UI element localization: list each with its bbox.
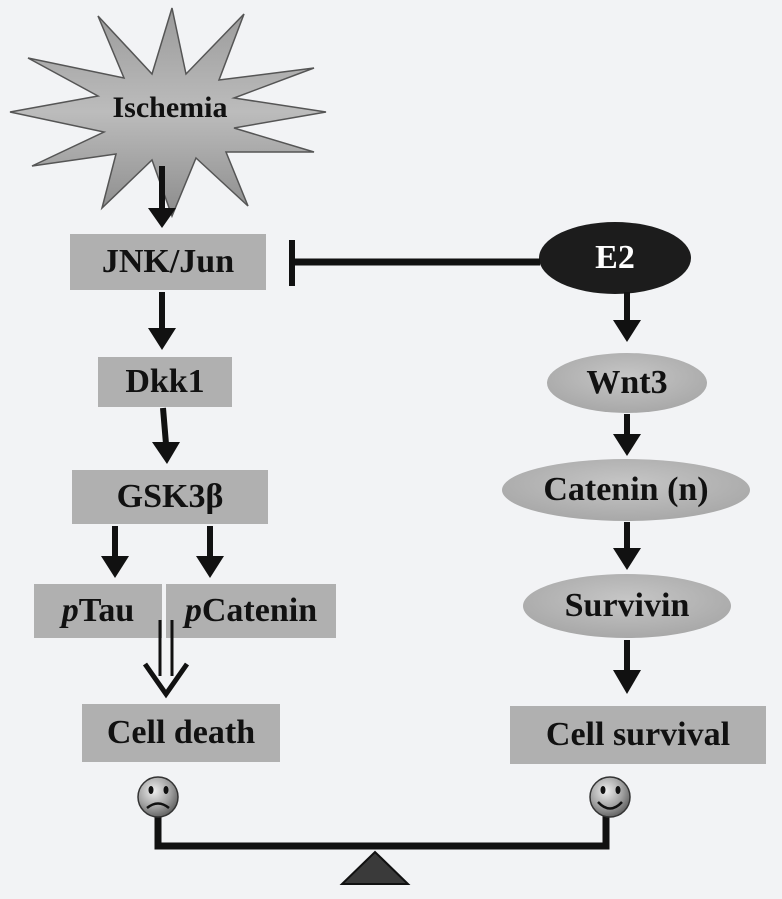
pcatenin-prefix: p [184, 592, 202, 629]
ptau-box [34, 584, 162, 638]
gsk3b-box [72, 470, 268, 524]
ptau-rest: Tau [78, 592, 135, 629]
pcatenin-box [166, 584, 336, 638]
arrow-dkk1-gsk3b [160, 407, 169, 445]
dkk1-box [98, 357, 232, 407]
balance-beam [154, 810, 610, 850]
inhibition-e2-jnk [289, 240, 540, 286]
pcatenin-label: p Catenin [166, 584, 336, 638]
cell-death-box [82, 704, 280, 762]
catenin-n-oval [502, 459, 750, 521]
ptau-label: p Tau [34, 584, 162, 638]
wnt3-oval [547, 353, 707, 413]
arrow-p-to-cell-death [142, 620, 190, 699]
jnk-jun-box [70, 234, 266, 290]
ischemia-burst [9, 7, 327, 219]
wnt3-label: Wnt3 [586, 364, 668, 401]
e2-label: E2 [595, 239, 635, 276]
fulcrum-triangle-icon [339, 850, 411, 885]
cell-survival-box [510, 706, 766, 764]
e2-oval [539, 222, 691, 294]
jnk-jun-label: JNK/Jun [101, 243, 235, 280]
survivin-label: Survivin [564, 587, 690, 624]
cell-survival-label: Cell survival [545, 716, 731, 753]
dkk1-label: Dkk1 [125, 363, 205, 400]
sad-face-icon [137, 776, 179, 818]
happy-face-icon [589, 776, 631, 818]
ischemia-label: Ischemia [112, 91, 228, 124]
catenin-n-label: Catenin (n) [543, 471, 709, 508]
gsk3b-label: GSK3β [116, 478, 224, 515]
cell-death-label: Cell death [106, 714, 256, 751]
ptau-prefix: p [61, 592, 79, 629]
pcatenin-rest: Catenin [201, 592, 318, 629]
survivin-oval [523, 574, 731, 638]
